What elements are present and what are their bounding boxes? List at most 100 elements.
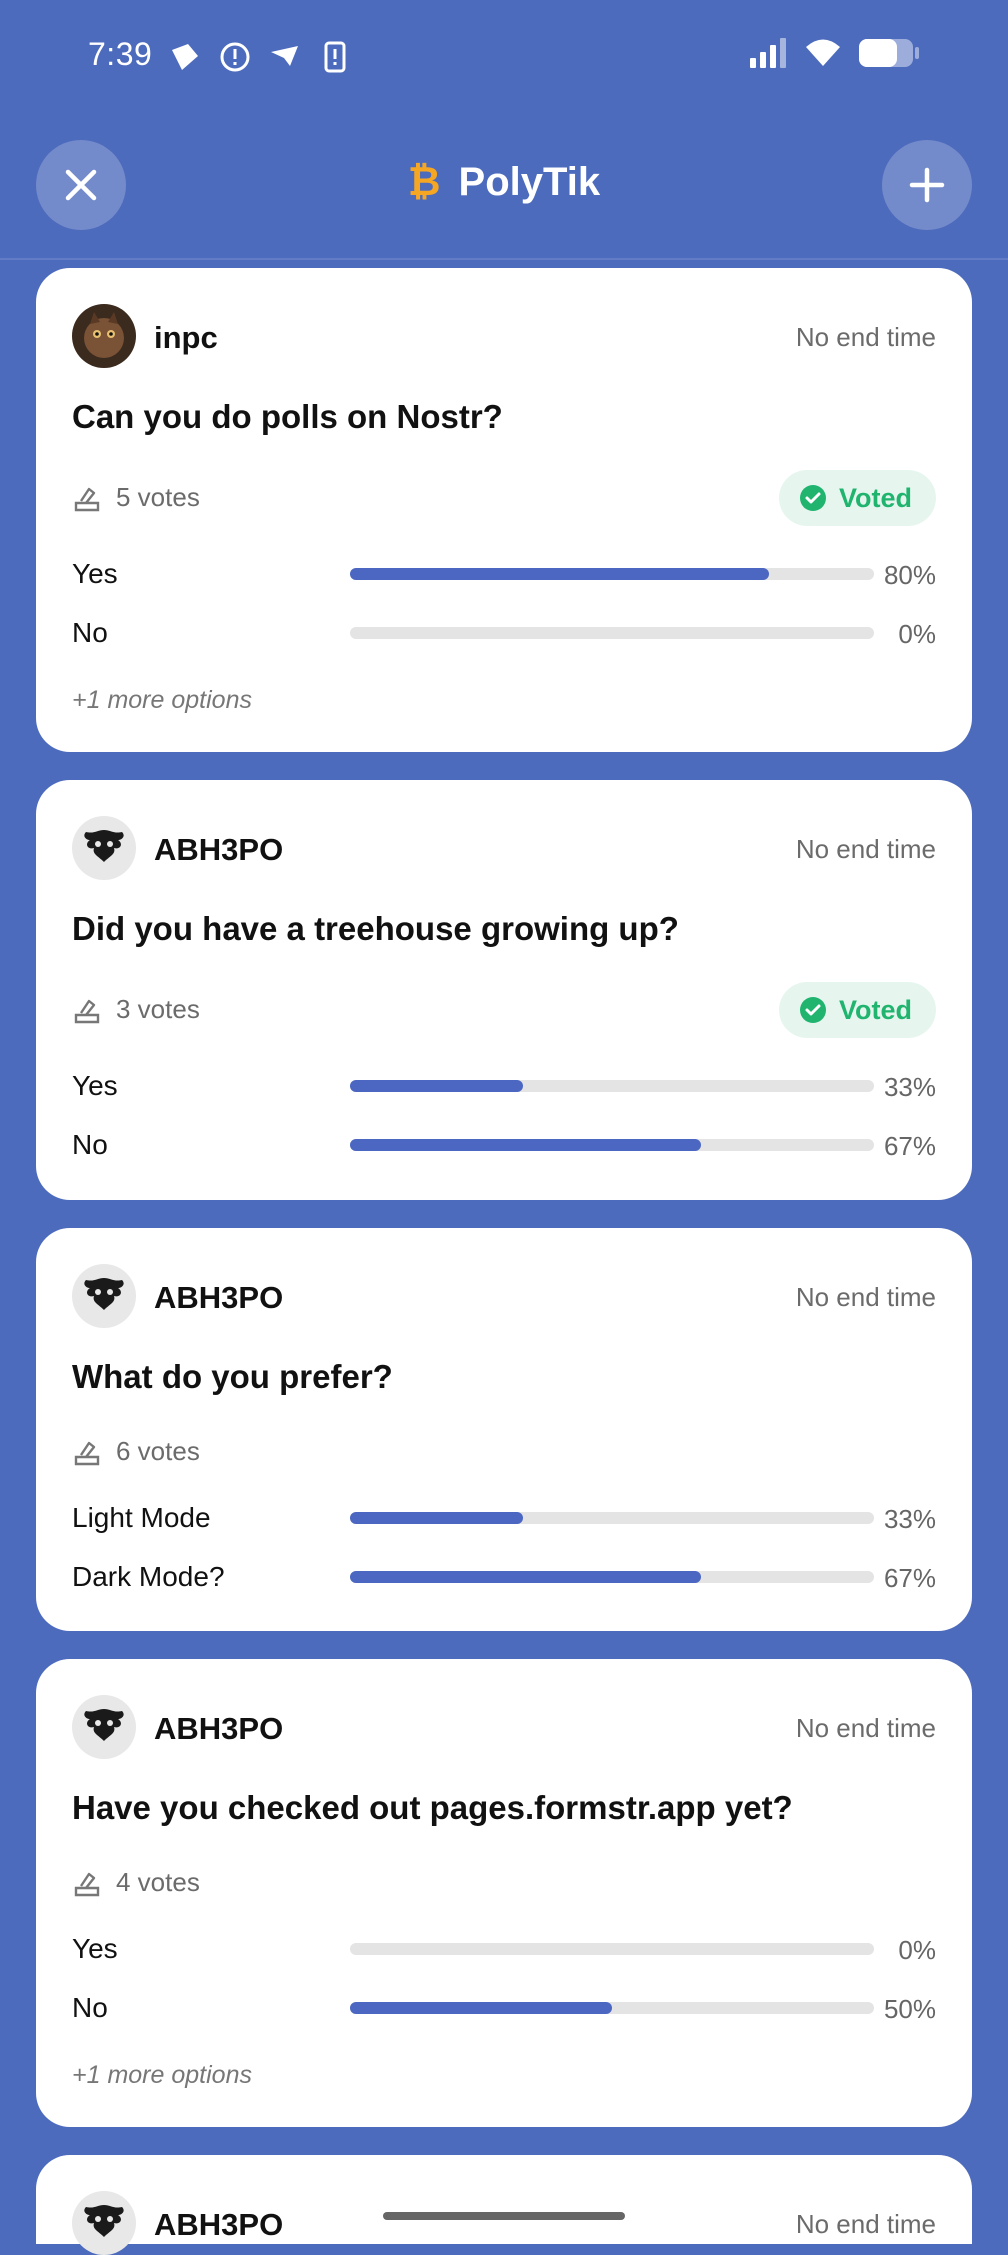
poll-card[interactable]: inpc No end time Can you do polls on Nos… [36, 268, 972, 752]
poll-option[interactable]: Dark Mode? 67% [72, 1557, 936, 1597]
option-percent: 67% [883, 1131, 936, 1161]
bitcoin-icon: ₿ [407, 160, 441, 204]
poll-card[interactable]: ABH3PO No end time [36, 2155, 972, 2255]
vote-count: 6 votes [72, 1436, 200, 1467]
option-percent: 80% [883, 560, 936, 590]
avatar[interactable] [72, 816, 136, 880]
avatar[interactable] [72, 304, 136, 368]
more-options-link[interactable]: +1 more options [72, 2061, 252, 2089]
option-progress [350, 1139, 874, 1151]
more-options-link[interactable]: +1 more options [72, 686, 252, 714]
poll-option[interactable]: No 50% [72, 1988, 936, 2028]
home-indicator[interactable] [383, 2212, 625, 2220]
add-poll-button[interactable] [882, 140, 972, 230]
option-percent: 0% [898, 1935, 936, 1965]
option-progress-fill [350, 568, 770, 580]
ballot-icon [74, 1872, 100, 1896]
vote-count-text: 5 votes [116, 482, 200, 512]
option-percent: 67% [883, 1563, 936, 1593]
poll-option[interactable]: Yes 80% [72, 554, 936, 594]
alert-icon [218, 40, 252, 74]
status-bar: 7:39 [0, 0, 1008, 116]
option-progress-fill [350, 1571, 702, 1583]
option-percent: 50% [883, 1994, 936, 2024]
option-label: No [72, 1992, 108, 2023]
option-label: Yes [72, 1933, 118, 1964]
option-progress [350, 568, 874, 580]
notification-icons [168, 40, 352, 74]
poll-question[interactable]: Did you have a treehouse growing up? [72, 910, 679, 947]
option-progress-fill [350, 1139, 702, 1151]
author-name[interactable]: ABH3PO [154, 1280, 284, 1315]
check-circle-icon [800, 485, 826, 511]
signal-icon [750, 38, 786, 68]
avatar[interactable] [72, 1695, 136, 1759]
end-time: No end time [795, 2209, 936, 2239]
app-header [0, 116, 1008, 260]
poll-question[interactable]: Have you checked out pages.formstr.app y… [72, 1789, 793, 1826]
author-name[interactable]: inpc [154, 320, 218, 355]
end-time: No end time [795, 834, 936, 864]
option-progress-fill [350, 1512, 523, 1524]
vote-count: 5 votes [72, 482, 200, 513]
option-progress [350, 1080, 874, 1092]
check-circle-icon [800, 997, 826, 1023]
poll-card[interactable]: ABH3PO No end time What do you prefer? 6… [36, 1228, 972, 1631]
ballot-icon [74, 487, 100, 511]
poll-question[interactable]: What do you prefer? [72, 1358, 393, 1395]
option-progress [350, 627, 874, 639]
status-time: 7:39 [88, 36, 153, 72]
voted-label: Voted [839, 482, 912, 513]
option-label: Yes [72, 1070, 118, 1101]
option-progress-fill [350, 2002, 612, 2014]
avatar[interactable] [72, 1264, 136, 1328]
app-title-text: PolyTik [458, 160, 601, 204]
voted-badge: Voted [779, 470, 936, 526]
option-label: Yes [72, 558, 118, 589]
poll-question[interactable]: Can you do polls on Nostr? [72, 398, 503, 435]
option-label: Dark Mode? [72, 1561, 225, 1592]
poll-card[interactable]: ABH3PO No end time Did you have a treeho… [36, 780, 972, 1200]
vote-count: 4 votes [72, 1867, 200, 1898]
option-progress [350, 1943, 874, 1955]
vote-count-text: 3 votes [116, 994, 200, 1024]
poll-option[interactable]: No 67% [72, 1125, 936, 1165]
poll-option[interactable]: Light Mode 33% [72, 1498, 936, 1538]
option-label: Light Mode [72, 1502, 211, 1533]
wifi-icon [806, 39, 840, 66]
messenger-icon [268, 40, 302, 74]
app-title: ₿ PolyTik [0, 160, 1008, 205]
option-label: No [72, 617, 108, 648]
end-time: No end time [795, 1282, 936, 1312]
avatar[interactable] [72, 2191, 136, 2255]
phone-alert-icon [318, 40, 352, 74]
vote-count-text: 4 votes [116, 1867, 200, 1897]
option-label: No [72, 1129, 108, 1160]
poll-option[interactable]: No 0% [72, 613, 936, 653]
battery-icon [859, 39, 919, 67]
ballot-icon [74, 999, 100, 1023]
system-icons [748, 38, 920, 68]
option-progress [350, 2002, 874, 2014]
option-progress-fill [350, 1080, 523, 1092]
chat-icon [168, 40, 202, 74]
author-name[interactable]: ABH3PO [154, 1711, 284, 1746]
author-name[interactable]: ABH3PO [154, 832, 284, 867]
end-time: No end time [795, 322, 936, 352]
poll-card[interactable]: ABH3PO No end time Have you checked out … [36, 1659, 972, 2127]
plus-icon [909, 167, 945, 203]
vote-count: 3 votes [72, 994, 200, 1025]
option-progress [350, 1512, 874, 1524]
ballot-icon [74, 1441, 100, 1465]
vote-count-text: 6 votes [116, 1436, 200, 1466]
close-button[interactable] [36, 140, 126, 230]
author-name[interactable]: ABH3PO [154, 2207, 284, 2242]
option-percent: 33% [883, 1504, 936, 1534]
poll-option[interactable]: Yes 33% [72, 1066, 936, 1106]
poll-option[interactable]: Yes 0% [72, 1929, 936, 1969]
end-time: No end time [795, 1713, 936, 1743]
voted-badge: Voted [779, 982, 936, 1038]
option-progress [350, 1571, 874, 1583]
close-icon [65, 169, 97, 201]
option-percent: 33% [883, 1072, 936, 1102]
